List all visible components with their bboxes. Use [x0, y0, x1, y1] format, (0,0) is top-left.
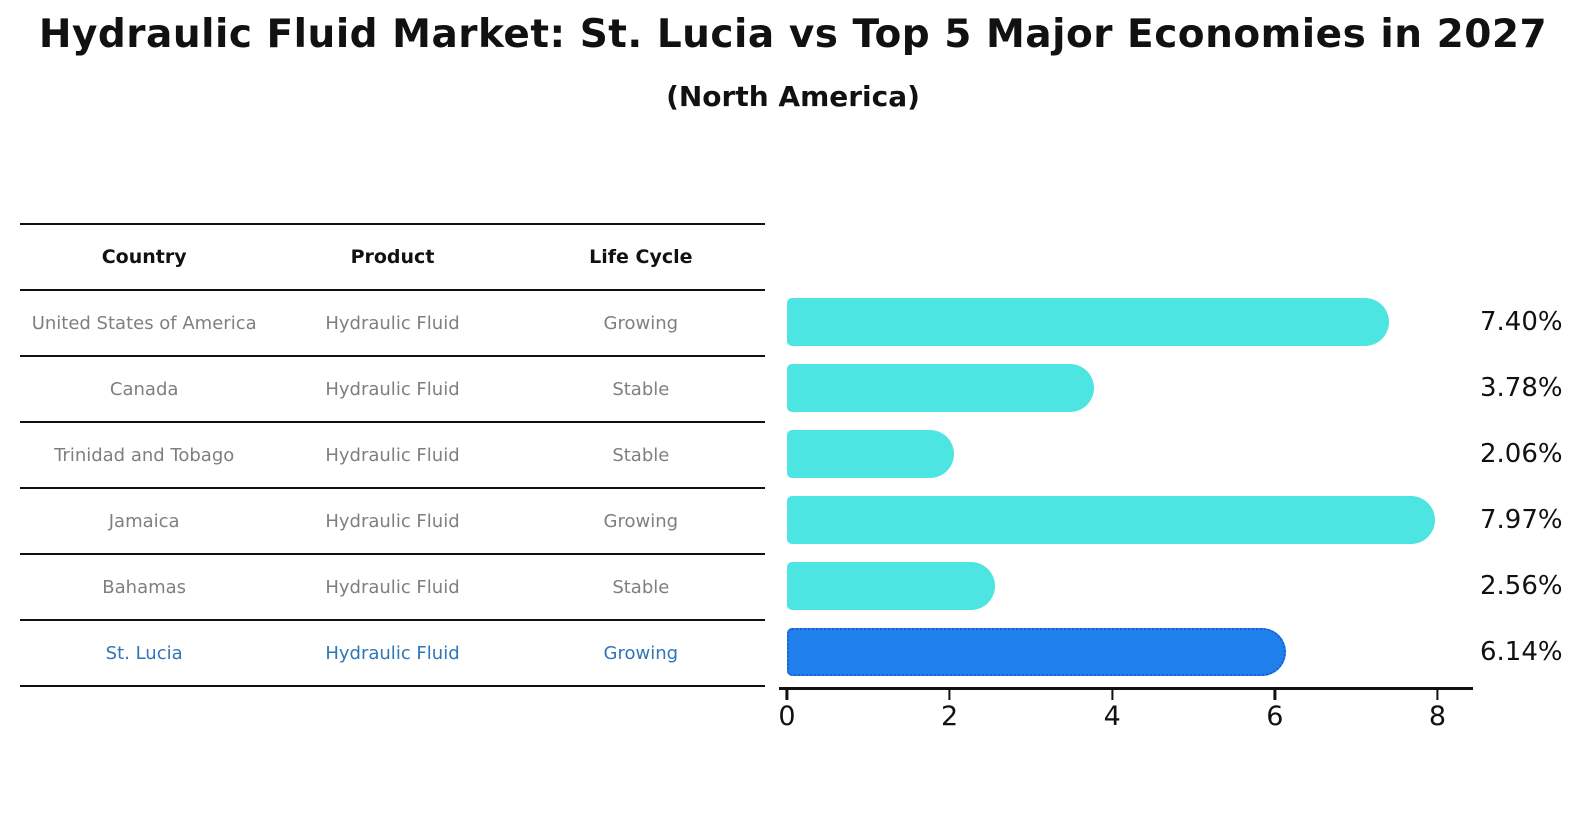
- bar-value-label: 6.14%: [1480, 637, 1563, 667]
- cell-product: Hydraulic Fluid: [325, 642, 460, 664]
- x-axis-tick: 4: [1104, 690, 1121, 730]
- cell-country: Trinidad and Tobago: [54, 444, 235, 466]
- column-header-product: Product: [350, 246, 435, 268]
- x-axis-tick: 6: [1266, 690, 1283, 730]
- tick-mark: [1436, 690, 1439, 700]
- bar-value-label: 2.56%: [1480, 571, 1563, 601]
- cell-country: United States of America: [31, 312, 257, 334]
- tick-mark: [1110, 690, 1114, 700]
- bar-row: [787, 355, 1470, 421]
- bar-value-label: 2.06%: [1480, 439, 1563, 469]
- table-header-row: Country Product Life Cycle: [20, 225, 765, 291]
- cell-product: Hydraulic Fluid: [325, 444, 460, 466]
- cell-country: Jamaica: [108, 510, 180, 532]
- bar-value-label: 7.97%: [1480, 505, 1563, 535]
- table-row: St. Lucia Hydraulic Fluid Growing: [20, 621, 765, 687]
- value-label-column: 7.40% 3.78% 2.06% 7.97% 2.56% 6.14%: [1480, 289, 1586, 685]
- x-axis: 0 2 4 6 8: [778, 690, 1470, 750]
- table-row: Bahamas Hydraulic Fluid Stable: [20, 555, 765, 621]
- bar: [787, 364, 1095, 412]
- cell-life-cycle: Growing: [603, 312, 679, 334]
- page-title: Hydraulic Fluid Market: St. Lucia vs Top…: [38, 12, 1548, 57]
- bar-row: [787, 553, 1470, 619]
- cell-life-cycle: Stable: [612, 576, 670, 598]
- bar-chart: [787, 289, 1470, 685]
- bar: [787, 430, 955, 478]
- bar: [787, 562, 996, 610]
- tick-mark: [785, 690, 789, 700]
- bar-row: [787, 487, 1470, 553]
- tick-mark: [948, 690, 951, 700]
- table-row: Canada Hydraulic Fluid Stable: [20, 357, 765, 423]
- column-header-life-cycle: Life Cycle: [589, 246, 693, 268]
- cell-product: Hydraulic Fluid: [325, 510, 460, 532]
- page-subtitle: (North America): [666, 80, 920, 113]
- x-axis-tick: 0: [778, 690, 796, 732]
- tick-label: 8: [1428, 701, 1447, 732]
- bar: [787, 496, 1436, 544]
- cell-life-cycle: Growing: [603, 510, 679, 532]
- bar-row: [787, 619, 1470, 685]
- tick-label: 0: [778, 701, 796, 732]
- cell-product: Hydraulic Fluid: [325, 312, 460, 334]
- x-axis-tick: 2: [941, 690, 958, 730]
- cell-life-cycle: Stable: [612, 444, 670, 466]
- tick-label: 2: [941, 701, 959, 732]
- cell-life-cycle: Stable: [612, 378, 670, 400]
- cell-life-cycle: Growing: [603, 642, 679, 664]
- bar: [787, 628, 1287, 676]
- bar-row: [787, 421, 1470, 487]
- cell-product: Hydraulic Fluid: [325, 378, 460, 400]
- column-header-country: Country: [101, 246, 187, 268]
- bar-value-label: 3.78%: [1480, 373, 1563, 403]
- tick-label: 6: [1266, 701, 1284, 732]
- tick-mark: [1273, 690, 1277, 700]
- x-axis-line: [779, 687, 1473, 690]
- table-row: Trinidad and Tobago Hydraulic Fluid Stab…: [20, 423, 765, 489]
- cell-country: Bahamas: [102, 576, 187, 598]
- table-row: United States of America Hydraulic Fluid…: [20, 291, 765, 357]
- cell-country: St. Lucia: [105, 642, 183, 664]
- x-axis-tick: 8: [1429, 690, 1446, 730]
- tick-label: 4: [1103, 701, 1121, 732]
- bar: [787, 298, 1389, 346]
- cell-product: Hydraulic Fluid: [325, 576, 460, 598]
- country-table: Country Product Life Cycle United States…: [20, 223, 765, 687]
- table-row: Jamaica Hydraulic Fluid Growing: [20, 489, 765, 555]
- bar-value-label: 7.40%: [1480, 307, 1563, 337]
- bar-row: [787, 289, 1470, 355]
- cell-country: Canada: [109, 378, 179, 400]
